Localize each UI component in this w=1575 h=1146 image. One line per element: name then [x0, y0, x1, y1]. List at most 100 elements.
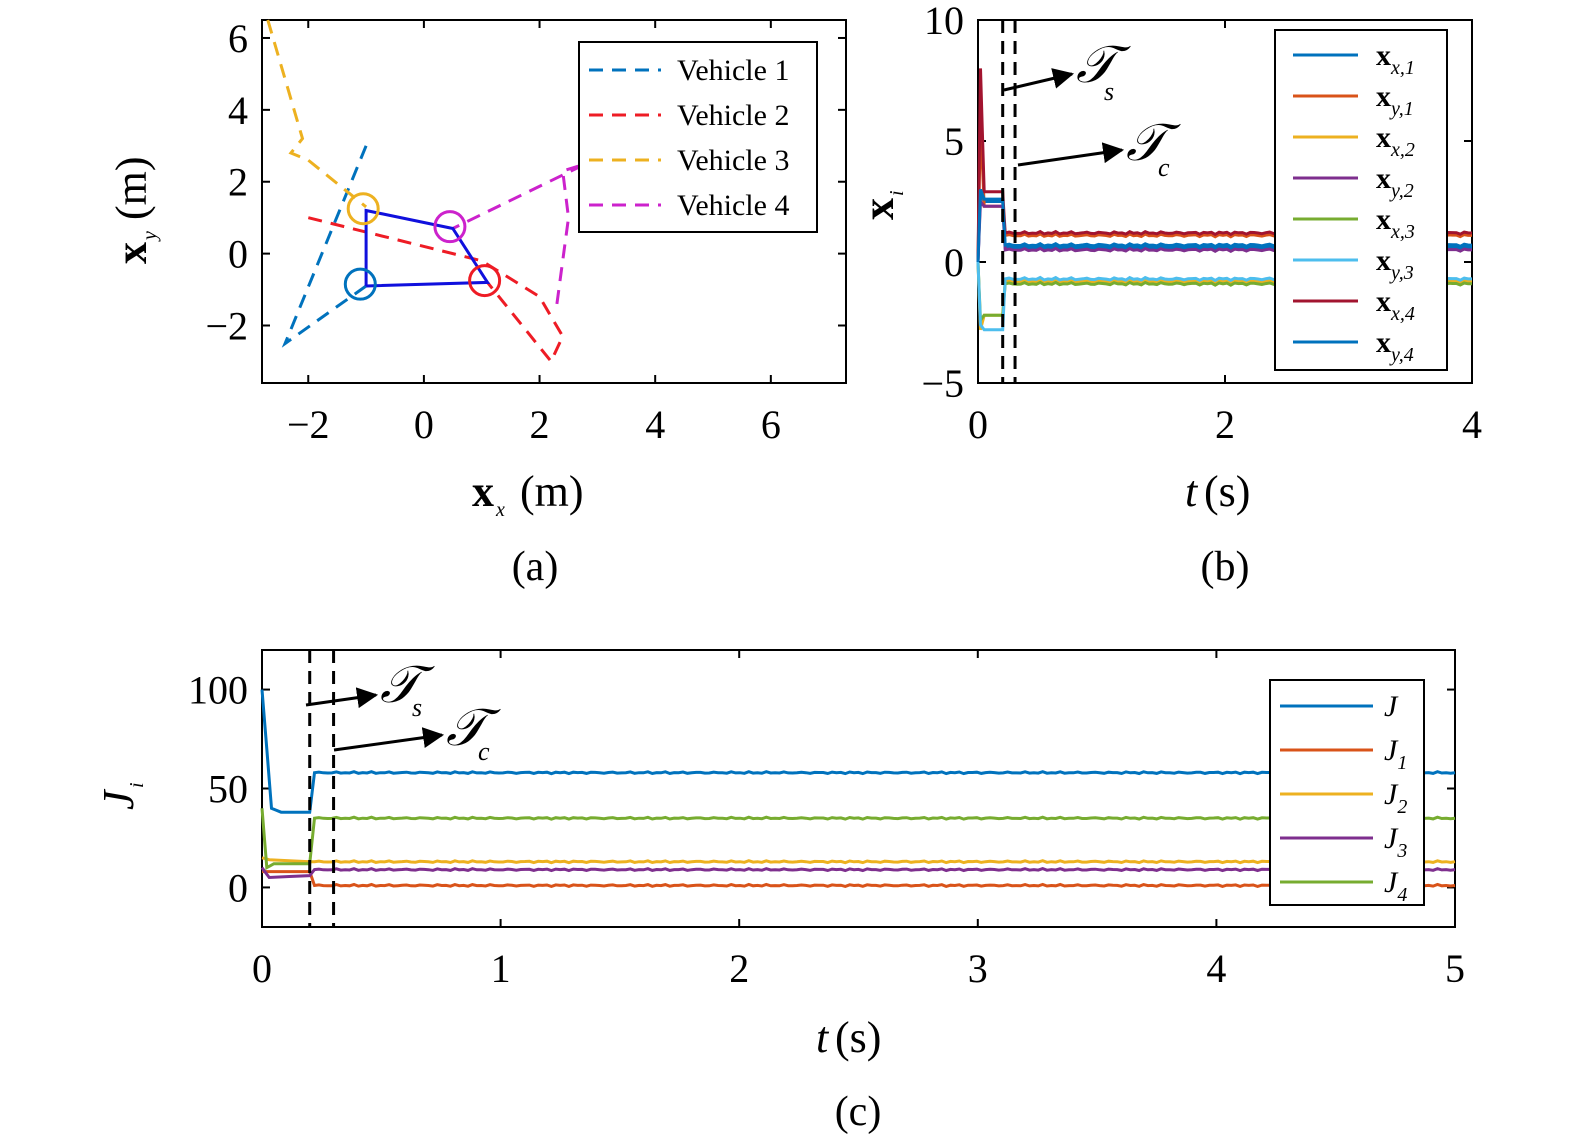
- svg-text:i: i: [886, 190, 908, 196]
- vehicle-marker-1: [343, 267, 377, 301]
- x-tick-label: 1: [491, 946, 511, 991]
- x-tick-label: 4: [1206, 946, 1226, 991]
- y-tick-label: 10: [924, 0, 964, 43]
- svg-text:x: x: [107, 242, 156, 264]
- formation-polygon: [364, 208, 491, 288]
- x-tick-label: 6: [761, 402, 781, 447]
- x-axis-label: x x (m): [472, 467, 584, 521]
- y-tick-label: −2: [205, 303, 248, 348]
- svg-text:c: c: [1158, 153, 1170, 182]
- series-line-2: [262, 870, 1456, 888]
- svg-text:s: s: [412, 693, 422, 722]
- series-line-1: [260, 689, 1456, 814]
- trajectories: [266, 19, 587, 365]
- y-tick-label: 50: [208, 767, 248, 812]
- y-tick-label: 0: [944, 240, 964, 285]
- x-tick-label: 4: [1462, 402, 1482, 447]
- trajectory-vehicle-1: [281, 145, 368, 348]
- plot-frame: [261, 19, 847, 384]
- x-tick-label: 2: [530, 402, 550, 447]
- annotation-ts: 𝒯 s: [305, 657, 435, 722]
- x-tick-label: 0: [252, 946, 272, 991]
- legend-label: Vehicle 3: [677, 144, 789, 177]
- legend-label: J: [1384, 690, 1399, 723]
- y-tick-label: 2: [228, 160, 248, 205]
- legend-label: xy,1: [1376, 80, 1414, 120]
- vehicle-marker-3: [346, 192, 380, 226]
- y-tick-label: 6: [228, 16, 248, 61]
- vehicle-marker-4: [433, 210, 467, 244]
- legend: xx,1xy,1xx,2xy,2xx,3xy,3xx,4xy,4: [1274, 29, 1448, 371]
- x-axis-label: t (s): [816, 1013, 881, 1062]
- legend-label: xx,2: [1376, 121, 1415, 161]
- legend-label: J2: [1384, 778, 1407, 818]
- legend-label: xy,4: [1376, 326, 1414, 366]
- x-axis-ticks: 0 2 4: [968, 20, 1482, 447]
- x-axis-ticks: 0 1 2 3 4 5: [252, 650, 1465, 991]
- x-tick-label: 0: [968, 402, 988, 447]
- x-tick-label: 2: [729, 946, 749, 991]
- y-axis-label: x i: [854, 190, 908, 220]
- svg-text:y: y: [139, 231, 161, 242]
- y-axis-ticks: 0 50 100: [188, 668, 1455, 910]
- svg-text:c: c: [478, 737, 490, 766]
- panel-caption-b: (b): [1201, 544, 1250, 590]
- legend-label: xx,1: [1376, 39, 1415, 79]
- svg-text:x: x: [495, 499, 505, 521]
- svg-text:s: s: [1104, 77, 1114, 106]
- panel-caption-c: (c): [835, 1089, 882, 1135]
- series-line-4: [260, 866, 1456, 880]
- y-tick-label: 4: [228, 88, 248, 133]
- x-tick-label: 4: [645, 402, 665, 447]
- y-axis-label: J i: [94, 782, 148, 810]
- event-lines: [1001, 20, 1017, 383]
- x-tick-label: −2: [287, 402, 330, 447]
- legend-box: [578, 41, 818, 233]
- legend-label: xx,3: [1376, 203, 1415, 243]
- trajectory-vehicle-4: [452, 162, 587, 305]
- svg-text:(s): (s): [1204, 467, 1250, 516]
- svg-text:i: i: [126, 782, 148, 788]
- event-lines: [308, 650, 336, 927]
- y-axis-label: x y (m): [107, 156, 161, 264]
- legend-label: J3: [1384, 822, 1407, 862]
- vehicle-markers: [343, 192, 502, 301]
- x-tick-label: 2: [1215, 402, 1235, 447]
- legend-label: Vehicle 2: [677, 99, 789, 132]
- x-axis-label: t (s): [1185, 467, 1250, 516]
- svg-text:𝒯: 𝒯: [380, 657, 435, 714]
- formation-line: [364, 208, 491, 288]
- legend-label: J4: [1384, 866, 1407, 906]
- x-tick-label: 0: [414, 402, 434, 447]
- svg-text:x: x: [472, 467, 494, 516]
- legend-label: xx,4: [1376, 285, 1415, 325]
- annotation-tc: 𝒯 c: [1017, 115, 1181, 182]
- series-line-3: [261, 856, 1456, 865]
- x-tick-label: 3: [968, 946, 988, 991]
- legend: Vehicle 1 Vehicle 2 Vehicle 3 Vehicle 4: [578, 41, 818, 233]
- x-axis-ticks: −2 0 2 4 6: [287, 20, 781, 447]
- svg-text:x: x: [854, 198, 903, 220]
- y-tick-label: 100: [188, 668, 248, 713]
- vehicle-marker-2: [468, 264, 502, 298]
- x-tick-label: 5: [1445, 946, 1465, 991]
- legend-label: J1: [1384, 734, 1407, 774]
- y-tick-label: −5: [921, 361, 964, 406]
- svg-text:J: J: [94, 788, 143, 810]
- svg-text:(s): (s): [835, 1013, 881, 1062]
- svg-text:t: t: [1185, 467, 1199, 516]
- trajectory-vehicle-2: [307, 216, 565, 365]
- y-tick-label: 0: [228, 865, 248, 910]
- y-axis-ticks: −5 0 5 10: [921, 0, 1472, 406]
- legend-label: Vehicle 4: [677, 189, 789, 222]
- annotation-ts: 𝒯 s: [1003, 37, 1131, 106]
- panel-caption-a: (a): [512, 544, 559, 590]
- legend-label: Vehicle 1: [677, 54, 789, 87]
- svg-text:t: t: [816, 1013, 830, 1062]
- legend-label: xy,2: [1376, 162, 1414, 202]
